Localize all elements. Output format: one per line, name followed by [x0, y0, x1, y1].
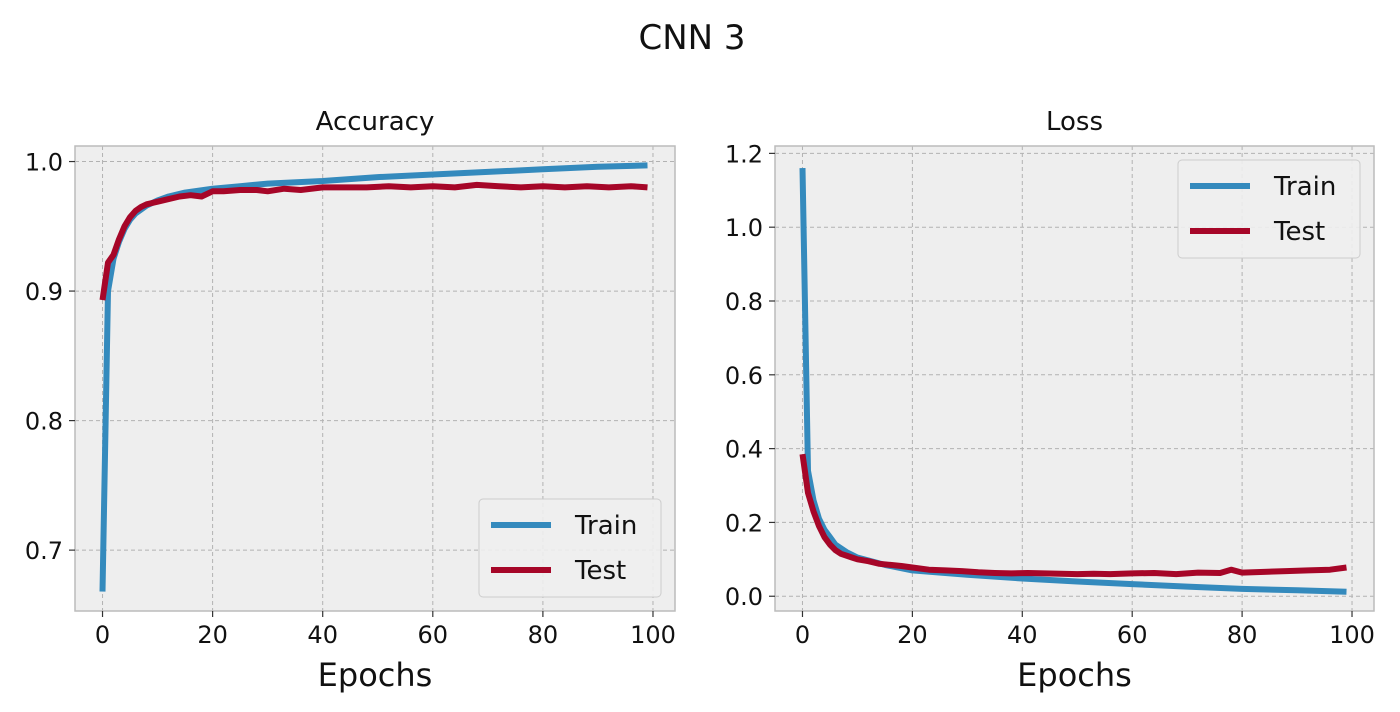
figure-title: CNN 3 [638, 18, 745, 58]
plot-frame [774, 145, 1375, 612]
legend: Train Test [1177, 159, 1361, 259]
series-line-test [99, 181, 648, 301]
y-tick-label: 0.2 [725, 509, 763, 537]
series-line-test [799, 453, 1347, 578]
y-tick-label: 0.8 [25, 408, 63, 436]
x-tick-label: 0 [795, 621, 810, 649]
x-tick-label: 60 [1117, 621, 1148, 649]
x-tick-label: 100 [630, 621, 676, 649]
legend-label-train: Train [1273, 172, 1336, 202]
x-axis-label: Epochs [1017, 656, 1132, 694]
loss-plot: 0 20 40 60 80 100 0.0 0.2 0.4 0.6 0.8 1.0 1.2 Loss Epo… [725, 107, 1375, 694]
y-tick-label: 0.7 [25, 537, 63, 565]
y-tick-label: 0.6 [725, 362, 763, 390]
x-tick-label: 80 [1227, 621, 1258, 649]
y-tick-label: 1.2 [725, 140, 763, 168]
y-tick-label: 1.0 [25, 149, 63, 177]
plot-frame [74, 145, 676, 612]
x-tick-label: 20 [197, 621, 228, 649]
y-tick-label: 0.0 [725, 583, 763, 611]
x-tick-label: 40 [1007, 621, 1038, 649]
x-tick-label: 100 [1329, 621, 1375, 649]
x-tick-label: 80 [528, 621, 559, 649]
x-tick-label: 60 [418, 621, 449, 649]
y-tick-label: 1.0 [725, 214, 763, 242]
subplot-title: Accuracy [316, 107, 435, 137]
legend-label-test: Test [1273, 217, 1325, 247]
subplot-title: Loss [1046, 107, 1103, 137]
y-tick-label: 0.4 [725, 436, 763, 464]
y-tick-label: 0.9 [25, 278, 63, 306]
x-tick-label: 0 [95, 621, 110, 649]
accuracy-plot: 0 20 40 60 80 100 0.7 0.8 0.9 1.0 Accuracy Epochs Tr… [25, 107, 676, 694]
x-tick-label: 40 [307, 621, 338, 649]
y-tick-label: 0.8 [725, 288, 763, 316]
legend-label-test: Test [574, 556, 626, 586]
legend-label-train: Train [574, 511, 637, 541]
x-axis-label: Epochs [318, 656, 433, 694]
x-tick-label: 20 [897, 621, 928, 649]
legend: Train Test [478, 498, 662, 598]
